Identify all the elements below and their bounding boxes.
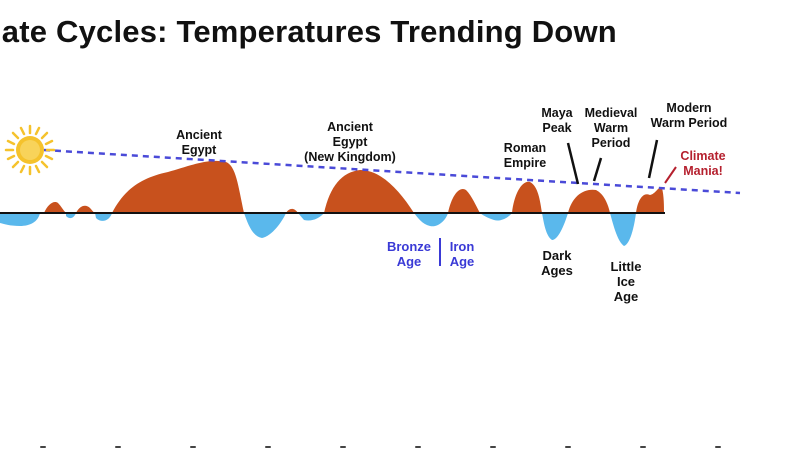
label-iron-age: Iron Age: [449, 239, 475, 269]
warm-new-kingdom: [324, 170, 414, 213]
warm-bump-4: [448, 188, 480, 213]
label-modern-warm-period: Modern Warm Period: [650, 101, 728, 130]
bottom-tick: [265, 446, 271, 448]
label-maya-peak: Maya Peak: [541, 106, 573, 135]
cool-dip-1: [0, 213, 40, 226]
cool-dip-5: [298, 213, 324, 221]
cool-little-ice-age: [610, 213, 636, 246]
label-bronze-age: Bronze Age: [386, 239, 432, 269]
bottom-tick: [415, 446, 421, 448]
cool-dip-2: [66, 213, 76, 219]
pointer-climate-mania: [664, 166, 677, 184]
cool-dip-4: [244, 213, 286, 238]
label-roman-empire: Roman Empire: [503, 141, 547, 170]
pointer-medieval: [592, 157, 603, 182]
bottom-tick: [40, 446, 46, 448]
label-ancient-egypt: Ancient Egypt: [176, 128, 222, 157]
cool-bronze-iron: [414, 213, 448, 227]
bottom-tick: [715, 446, 721, 448]
label-ancient-egypt-new-kingdom: Ancient Egypt (New Kingdom): [304, 120, 396, 164]
warm-periods: [44, 160, 664, 213]
warm-modern: [636, 187, 664, 213]
pointer-modern: [647, 139, 659, 179]
pointer-maya: [566, 142, 580, 185]
bottom-tick: [640, 446, 646, 448]
warm-medieval: [568, 189, 610, 213]
label-little-ice-age: Little Ice Age: [610, 259, 642, 304]
label-dark-ages: Dark Ages: [541, 248, 573, 278]
bottom-tick: [565, 446, 571, 448]
label-medieval-warm-period: Medieval Warm Period: [584, 106, 638, 150]
warm-ancient-egypt: [112, 160, 244, 213]
bottom-tick: [115, 446, 121, 448]
sun-icon: [4, 124, 56, 176]
warm-bump-1: [44, 202, 66, 213]
warm-roman: [512, 181, 542, 213]
warm-bump-2: [76, 205, 95, 213]
bottom-tick: [190, 446, 196, 448]
warm-bump-3: [286, 208, 298, 213]
cool-dark-ages: [542, 213, 568, 240]
bottom-tick: [490, 446, 496, 448]
page-title: mate Cycles: Temperatures Trending Down: [0, 14, 617, 49]
cool-dip-3: [95, 213, 112, 221]
cool-dip-6: [480, 213, 512, 221]
cool-periods: [0, 213, 636, 246]
label-climate-mania: Climate Mania!: [680, 149, 726, 178]
bottom-tick: [340, 446, 346, 448]
